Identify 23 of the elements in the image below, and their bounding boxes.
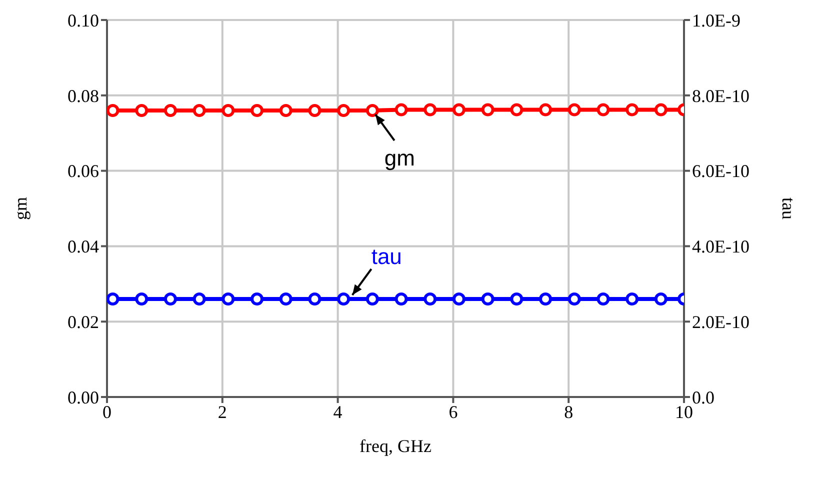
y2-tick-label: 6.0E-10 <box>692 161 750 182</box>
y2-tick-label: 4.0E-10 <box>692 236 750 257</box>
x-tick-label: 2 <box>218 402 227 422</box>
y2-tick-label: 2.0E-10 <box>692 312 750 332</box>
x-axis-title: freq, GHz <box>360 436 432 456</box>
y-tick-label: 0.10 <box>68 10 99 30</box>
x-tick-label: 10 <box>675 402 693 422</box>
y-axis-title: gm <box>10 196 30 220</box>
y-tick-label: 0.06 <box>68 161 99 182</box>
y-tick-label: 0.02 <box>68 312 99 332</box>
y2-tick-label: 1.0E-9 <box>692 10 740 30</box>
x-tick-label: 0 <box>102 402 112 422</box>
y2-tick-label: 8.0E-10 <box>692 86 750 106</box>
x-tick-label: 8 <box>564 402 574 422</box>
x-tick-label: 4 <box>333 402 342 422</box>
y-tick-label: 0.00 <box>68 387 99 408</box>
annotation: gm <box>384 145 415 170</box>
y-tick-label: 0.04 <box>68 236 99 257</box>
y2-axis-title: tau <box>778 198 799 220</box>
annotation: tau <box>371 244 402 269</box>
y-tick-label: 0.08 <box>68 86 99 106</box>
y2-tick-label: 0.0 <box>692 387 714 408</box>
x-tick-label: 6 <box>448 402 458 422</box>
